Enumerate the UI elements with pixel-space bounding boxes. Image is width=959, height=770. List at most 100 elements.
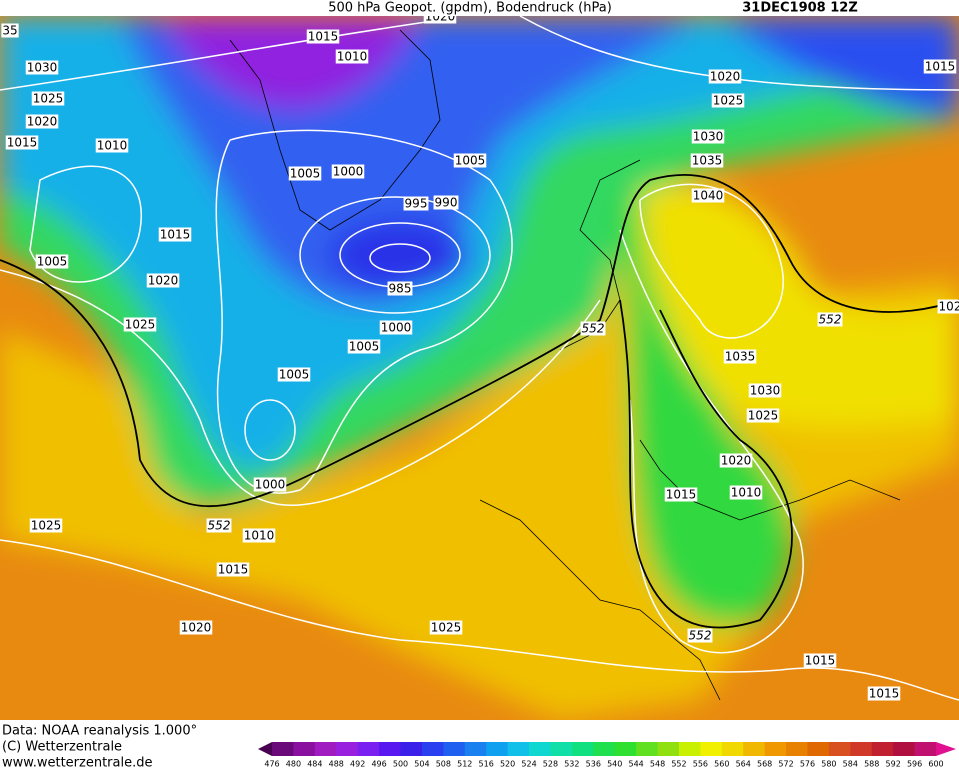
- label-bg: [277, 367, 311, 382]
- label-bg: [729, 485, 763, 500]
- colorbar-label: 484: [307, 760, 322, 769]
- colorbar-label: 564: [736, 760, 751, 769]
- contour-label: 1030: [750, 384, 781, 398]
- contour-552: [0, 173, 959, 629]
- label-bg: [803, 653, 837, 668]
- label-bg: [179, 620, 213, 635]
- contour-label: 1020: [425, 10, 456, 24]
- colorbar-swatch: [807, 742, 830, 756]
- colorbar-label: 568: [757, 760, 772, 769]
- colorbar-label: 588: [864, 760, 879, 769]
- colorbar-swatch: [850, 742, 873, 756]
- label-bg: [146, 273, 180, 288]
- contour-label: 1005: [37, 255, 68, 269]
- colorbar-label: 548: [650, 760, 665, 769]
- colorbar-label: 596: [907, 760, 922, 769]
- label-bg: [708, 69, 742, 84]
- contour-label: 1015: [869, 687, 900, 701]
- label-bg: [25, 60, 59, 75]
- contour-label: 1010: [244, 529, 275, 543]
- label-bg: [748, 383, 782, 398]
- label-bg: [306, 29, 340, 44]
- label-bg: [723, 349, 757, 364]
- colorbar-swatch: [893, 742, 916, 756]
- label-bg: [923, 59, 957, 74]
- contour-label: 35: [2, 24, 17, 38]
- contour-label: 1035: [692, 154, 723, 168]
- colorbar-swatch: [421, 742, 444, 756]
- colorbar-label: 580: [821, 760, 836, 769]
- label-bg: [335, 49, 369, 64]
- contour-label: 1020: [721, 454, 752, 468]
- colorbar-label: 528: [543, 760, 558, 769]
- colorbar-label: 476: [264, 760, 279, 769]
- colorbar-label: 540: [607, 760, 622, 769]
- contour-label: 1010: [731, 486, 762, 500]
- colorbar-label: 584: [843, 760, 858, 769]
- contour-label: 1000: [255, 478, 286, 492]
- label-bg: [719, 453, 753, 468]
- colorbar-label: 516: [479, 760, 494, 769]
- contour-label: 1030: [693, 130, 724, 144]
- label-bg: [25, 114, 59, 129]
- label-bg: [5, 135, 39, 150]
- colorbar-swatch: [550, 742, 573, 756]
- colorbar-swatch: [357, 742, 380, 756]
- colorbar-swatch: [486, 742, 509, 756]
- contour-label: 1015: [160, 228, 191, 242]
- label-bg: [453, 153, 487, 168]
- contour-label: 1005: [349, 340, 380, 354]
- contour-label: 1015: [925, 60, 956, 74]
- colorbar-swatch: [464, 742, 487, 756]
- colorbar-swatch: [678, 742, 701, 756]
- label-bg: [403, 196, 429, 211]
- contour-label: 1025: [431, 621, 462, 635]
- colorbar-swatch: [871, 742, 894, 756]
- colorbar-label: 500: [393, 760, 408, 769]
- label-bg: [331, 164, 365, 179]
- colorbar-label: 556: [693, 760, 708, 769]
- label-bg: [691, 188, 725, 203]
- colorbar-swatch: [721, 742, 744, 756]
- label-bg: [664, 487, 698, 502]
- contour-label: 1025: [33, 92, 64, 106]
- contour-label: 1015: [805, 654, 836, 668]
- label-bg: [242, 528, 276, 543]
- contour-label: 1010: [337, 50, 368, 64]
- footer-line: www.wetterzentrale.de: [2, 756, 152, 770]
- label-bg: [580, 321, 606, 336]
- colorbar-label: 512: [457, 760, 472, 769]
- colorbar-end: [936, 742, 956, 756]
- contour-label: 1025: [125, 318, 156, 332]
- colorbar-label: 492: [350, 760, 365, 769]
- colorbar-swatch: [700, 742, 723, 756]
- colorbar-label: 520: [500, 760, 515, 769]
- footer-line: (C) Wetterzentrale: [2, 740, 122, 755]
- colorbar-end: [258, 742, 272, 756]
- colorbar-label: 592: [886, 760, 901, 769]
- colorbar-swatch: [336, 742, 359, 756]
- label-bg: [206, 518, 232, 533]
- contour-label: 1025: [31, 519, 62, 533]
- colorbar-label: 536: [586, 760, 601, 769]
- colorbar-label: 488: [329, 760, 344, 769]
- colorbar-label: 524: [521, 760, 536, 769]
- contour-label: 1025: [748, 409, 779, 423]
- contour-label: 1025: [713, 94, 744, 108]
- contour-label: 102: [939, 300, 959, 314]
- colorbar-swatch: [593, 742, 616, 756]
- contour-label: 552: [582, 322, 605, 336]
- colorbar-label: 508: [436, 760, 451, 769]
- contour-label: 552: [208, 519, 231, 533]
- contour-label: 1010: [97, 139, 128, 153]
- label-bg: [95, 138, 129, 153]
- contour-label: 1020: [181, 621, 212, 635]
- colorbar-label: 496: [371, 760, 386, 769]
- contour-label: 990: [435, 196, 458, 210]
- contour-label: 1000: [333, 165, 364, 179]
- contour-label: 985: [389, 282, 412, 296]
- colorbar-label: 544: [628, 760, 643, 769]
- map-field: 35 1015 1010 1020 1030 1025 1020 1015 1010 1005 10…: [0, 10, 959, 720]
- map-date: 31DEC1908 12Z: [742, 1, 858, 16]
